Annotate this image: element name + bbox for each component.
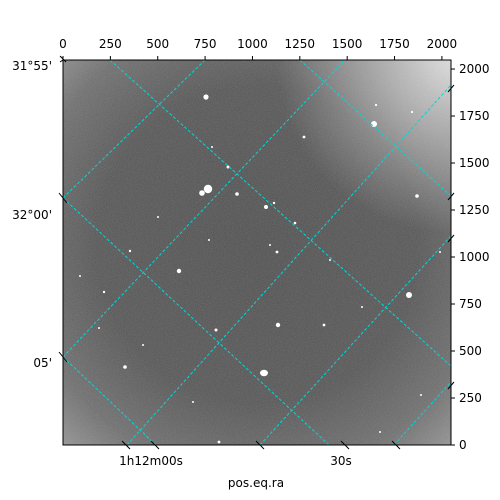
star: [203, 184, 213, 194]
star: [211, 146, 213, 148]
top-tick-label: 500: [146, 37, 169, 51]
ra-grid-line: [109, 60, 451, 367]
bottom-tick-mark: [391, 440, 401, 450]
bottom-tick-mark: [255, 440, 265, 450]
top-tick-label: 250: [99, 37, 122, 51]
star: [275, 250, 279, 254]
right-tick-label: 1750: [459, 109, 490, 123]
bottom-tick-mark: [340, 440, 350, 450]
dec-grid-line: [393, 381, 451, 445]
star: [199, 190, 205, 196]
right-grid-tick-mark: [447, 381, 455, 390]
ra-grid-line: [63, 197, 330, 445]
image-noise: [63, 60, 451, 445]
plot-frame: [62, 59, 452, 446]
top-axis: 0 250 500 750 1000 1250 1500 1750 2000: [59, 37, 457, 60]
right-tick-label: 2000: [459, 62, 490, 76]
star: [361, 306, 363, 308]
star: [98, 327, 100, 329]
bottom-axis-title: pos.eq.ra: [228, 476, 284, 490]
right-tick-label: 500: [459, 344, 482, 358]
top-tick-label: 0: [59, 37, 67, 51]
bottom-tick-mark: [121, 440, 131, 450]
star: [217, 440, 221, 444]
right-tick-label: 250: [459, 391, 482, 405]
star: [329, 259, 331, 261]
left-tick-label: 32°00': [12, 208, 52, 222]
right-tick-label: 1500: [459, 156, 490, 170]
star: [214, 328, 218, 332]
star: [302, 135, 306, 139]
right-tick-label: 1250: [459, 203, 490, 217]
left-axis: 31°55' 32°00' 05': [12, 55, 68, 370]
star: [272, 201, 276, 205]
star: [203, 94, 209, 100]
star: [371, 121, 377, 127]
star: [79, 275, 81, 277]
left-tick-mark: [59, 55, 67, 63]
right-tick-label: 0: [459, 438, 467, 452]
star: [157, 216, 159, 218]
bottom-tick-mark: [150, 440, 160, 450]
top-tick-label: 750: [194, 37, 217, 51]
left-tick-mark: [58, 351, 68, 363]
star: [275, 322, 281, 328]
star: [269, 244, 271, 246]
star: [176, 268, 182, 274]
dec-grid-line: [63, 60, 206, 199]
star: [226, 165, 230, 169]
left-tick-label: 31°55': [12, 59, 52, 73]
star: [420, 394, 422, 396]
star: [142, 344, 144, 346]
star: [128, 249, 132, 253]
star: [260, 369, 268, 377]
top-tick-label: 1250: [285, 37, 316, 51]
right-grid-tick-mark: [447, 84, 455, 93]
star: [123, 365, 127, 369]
star: [322, 323, 326, 327]
left-tick-mark: [58, 192, 68, 204]
dec-grid-line: [126, 84, 451, 445]
star: [379, 431, 381, 433]
star: [410, 110, 414, 114]
top-tick-label: 1750: [379, 37, 410, 51]
sky-image: [63, 60, 451, 445]
star: [415, 194, 419, 198]
top-tick-label: 1500: [332, 37, 363, 51]
ra-grid-line: [299, 60, 451, 197]
left-tick-label: 05': [33, 356, 52, 370]
top-tick-label: 2000: [427, 37, 458, 51]
right-tick-label: 1000: [459, 250, 490, 264]
star: [406, 292, 412, 298]
bottom-tick-label: 30s: [330, 454, 352, 468]
star: [192, 401, 194, 403]
dec-grid-line: [259, 235, 451, 445]
star: [439, 251, 441, 253]
star: [374, 103, 378, 107]
bottom-tick-label: 1h12m00s: [119, 454, 183, 468]
top-tick-label: 1000: [237, 37, 268, 51]
star: [293, 221, 297, 225]
right-grid-tick-mark: [447, 192, 455, 201]
star: [235, 192, 239, 196]
ra-grid-line: [63, 356, 157, 445]
star: [264, 205, 268, 209]
right-tick-label: 750: [459, 297, 482, 311]
right-grid-tick-mark: [447, 234, 455, 243]
stars: [79, 94, 441, 444]
right-axis: 0 250 500 750 1000 1250 1500 1750 2000: [447, 62, 490, 452]
star: [208, 239, 210, 241]
dec-grid-line: [63, 60, 346, 358]
star: [102, 290, 106, 294]
coordinate-grid: [63, 60, 451, 445]
bottom-axis: 1h12m00s 30s pos.eq.ra: [119, 440, 401, 490]
